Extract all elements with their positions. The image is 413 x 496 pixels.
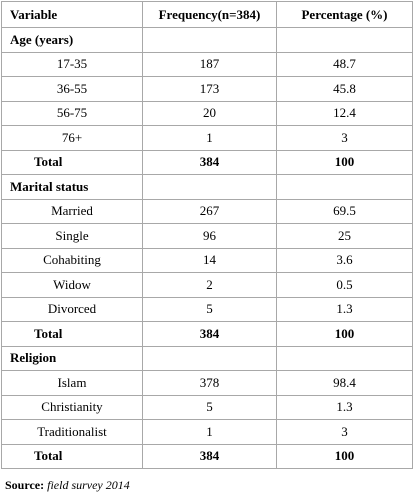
data-row: Single 96 25 <box>1 223 413 249</box>
cell: 98.4 <box>276 370 413 396</box>
total-row: Total 384 100 <box>1 149 413 175</box>
total-row: Total 384 100 <box>1 321 413 347</box>
cell: 267 <box>142 198 277 224</box>
cell: 14 <box>142 247 277 273</box>
cell: 3 <box>276 125 413 151</box>
data-row: Married 267 69.5 <box>1 198 413 224</box>
data-row: Islam 378 98.4 <box>1 370 413 396</box>
data-row: Cohabiting 14 3.6 <box>1 247 413 273</box>
section-row: Marital status <box>1 174 413 200</box>
cell: Marital status <box>1 174 143 200</box>
cell: 25 <box>276 223 413 249</box>
cell: Cohabiting <box>1 247 143 273</box>
cell: 0.5 <box>276 272 413 298</box>
cell: 96 <box>142 223 277 249</box>
cell: Traditionalist <box>1 419 143 445</box>
data-row: 56-75 20 12.4 <box>1 100 413 126</box>
cell: 384 <box>142 443 277 469</box>
cell <box>276 345 413 371</box>
cell: 3 <box>276 419 413 445</box>
cell: Single <box>1 223 143 249</box>
cell <box>276 27 413 53</box>
cell: 100 <box>276 443 413 469</box>
cell: 3.6 <box>276 247 413 273</box>
cell: 384 <box>142 321 277 347</box>
cell: 76+ <box>1 125 143 151</box>
data-row: Divorced 5 1.3 <box>1 296 413 322</box>
cell: Variable <box>1 1 143 28</box>
cell <box>142 345 277 371</box>
cell: 100 <box>276 149 413 175</box>
cell: 36-55 <box>1 76 143 102</box>
cell: 48.7 <box>276 51 413 77</box>
source-note: Source: field survey 2014 <box>5 478 130 493</box>
cell: Percentage (%) <box>276 1 413 28</box>
cell: 69.5 <box>276 198 413 224</box>
data-table: Variable Frequency(n=384) Percentage (%) Ag… <box>1 1 413 469</box>
cell: Total <box>1 149 143 175</box>
data-row: 36-55 173 45.8 <box>1 76 413 102</box>
cell: 5 <box>142 296 277 322</box>
data-row: Christianity 5 1.3 <box>1 394 413 420</box>
cell: 5 <box>142 394 277 420</box>
data-row: 17-35 187 48.7 <box>1 51 413 77</box>
cell <box>276 174 413 200</box>
data-row: 76+ 1 3 <box>1 125 413 151</box>
cell: 12.4 <box>276 100 413 126</box>
cell: 100 <box>276 321 413 347</box>
cell <box>142 27 277 53</box>
cell: 56-75 <box>1 100 143 126</box>
cell: Total <box>1 321 143 347</box>
source-text: field survey 2014 <box>47 478 130 492</box>
cell: Religion <box>1 345 143 371</box>
head-row: Variable Frequency(n=384) Percentage (%) <box>1 1 413 28</box>
cell: Divorced <box>1 296 143 322</box>
cell: 20 <box>142 100 277 126</box>
source-label: Source <box>5 478 41 492</box>
cell <box>142 174 277 200</box>
data-row: Widow 2 0.5 <box>1 272 413 298</box>
cell: 45.8 <box>276 76 413 102</box>
cell: 17-35 <box>1 51 143 77</box>
source-colon: : <box>40 478 45 492</box>
cell: Married <box>1 198 143 224</box>
cell: Age (years) <box>1 27 143 53</box>
cell: 1 <box>142 419 277 445</box>
cell: Christianity <box>1 394 143 420</box>
cell: Frequency(n=384) <box>142 1 277 28</box>
cell: 173 <box>142 76 277 102</box>
data-row: Traditionalist 1 3 <box>1 419 413 445</box>
total-row: Total 384 100 <box>1 443 413 469</box>
section-row: Religion <box>1 345 413 371</box>
cell: 384 <box>142 149 277 175</box>
cell: 1.3 <box>276 296 413 322</box>
table-body: Variable Frequency(n=384) Percentage (%) Ag… <box>1 1 413 469</box>
cell: Widow <box>1 272 143 298</box>
cell: 1 <box>142 125 277 151</box>
cell: 187 <box>142 51 277 77</box>
section-row: Age (years) <box>1 27 413 53</box>
cell: 1.3 <box>276 394 413 420</box>
cell: Islam <box>1 370 143 396</box>
cell: 378 <box>142 370 277 396</box>
cell: 2 <box>142 272 277 298</box>
cell: Total <box>1 443 143 469</box>
